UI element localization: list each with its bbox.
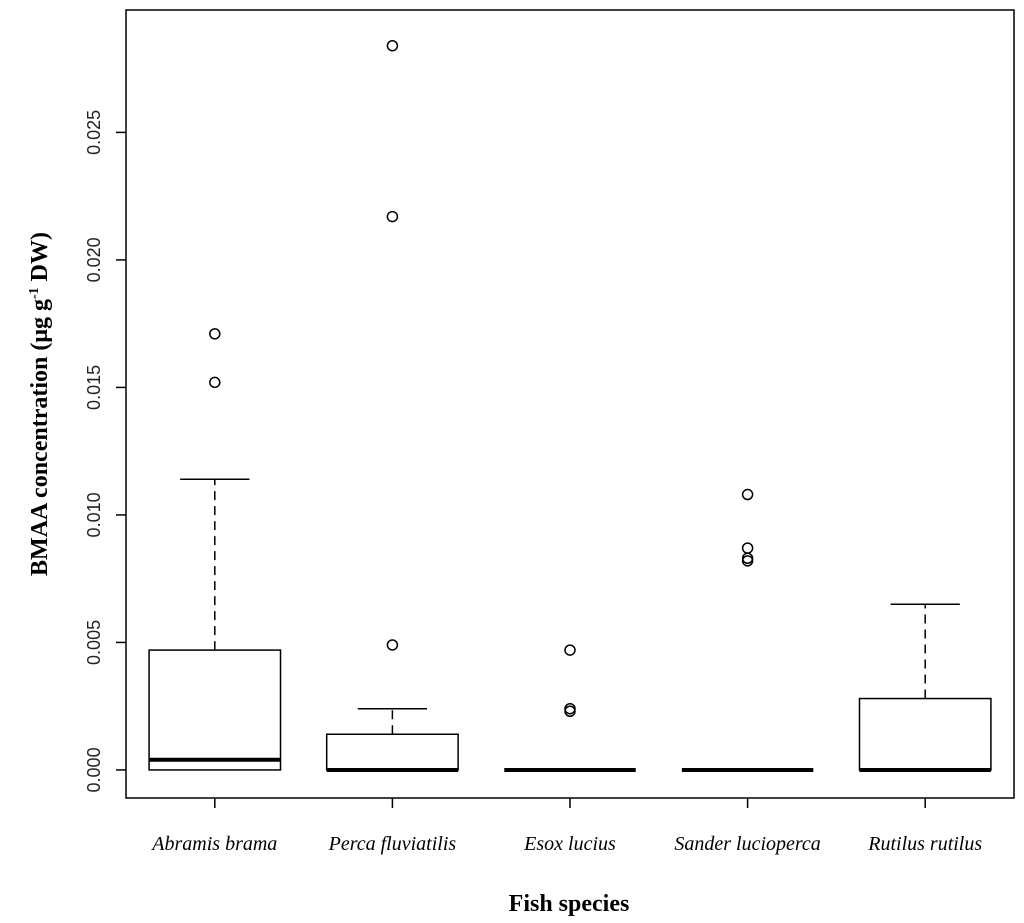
x-tick-label: Abramis brama	[150, 833, 277, 855]
box-group	[504, 644, 636, 772]
box-group	[325, 39, 459, 772]
y-axis-title-prefix: BMAA concentration (μg g	[27, 299, 53, 576]
y-tick-label: 0.015	[84, 365, 104, 410]
box-group	[148, 328, 282, 771]
x-axis-title: Fish species	[509, 891, 630, 917]
outlier-point	[564, 702, 576, 715]
outlier-point	[741, 542, 754, 554]
x-tick-label: Esox lucius	[523, 833, 616, 855]
y-axis-title-suffix: DW)	[27, 232, 53, 287]
x-axis: Abramis brama Perca fluviatilis Esox luciu…	[150, 798, 982, 855]
boxes	[148, 39, 992, 772]
y-axis-title-superscript: -1	[27, 287, 42, 299]
outlier-point	[386, 39, 399, 52]
y-axis-title: BMAA concentration (μg g-1 DW)	[27, 232, 53, 576]
y-tick-label: 0.025	[84, 110, 104, 155]
y-tick-label: 0.005	[84, 620, 104, 665]
y-axis: 0.000 0.005 0.010 0.015 0.020 0.025	[84, 110, 126, 792]
box	[858, 697, 992, 771]
box	[325, 733, 459, 771]
outlier-point	[209, 376, 221, 389]
outlier-point	[741, 488, 754, 501]
x-tick-label: Perca fluviatilis	[328, 833, 457, 855]
outlier-point	[564, 644, 576, 656]
x-tick-label: Rutilus rutilus	[867, 833, 982, 855]
box	[148, 649, 282, 771]
y-tick-label: 0.000	[84, 747, 104, 792]
box-group	[681, 488, 814, 772]
x-tick-label: Sander lucioperca	[674, 833, 820, 855]
outlier-point	[386, 639, 399, 651]
outlier-point	[386, 210, 399, 223]
outlier-point	[209, 328, 221, 340]
y-tick-label: 0.010	[84, 492, 104, 537]
box-group	[858, 603, 992, 772]
y-tick-label: 0.020	[84, 237, 104, 282]
